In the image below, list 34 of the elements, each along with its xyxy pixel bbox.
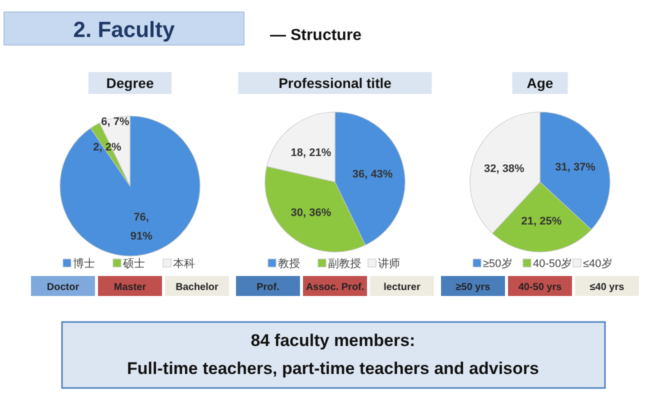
text: 40-50 yrs <box>518 282 562 293</box>
legend-label: ≥50岁 <box>483 258 512 270</box>
data-label: 21, 25% <box>521 215 562 228</box>
text: ≤40 yrs <box>590 282 625 293</box>
data-label: 76, 91% <box>130 212 153 242</box>
text: ≥50 yrs <box>456 282 491 293</box>
legend-label: 硕士 <box>122 257 145 270</box>
legend-label: 40-50岁 <box>533 258 572 270</box>
legend-label: 本科 <box>173 257 195 270</box>
text: lecturer <box>384 282 420 293</box>
legend-label: 博士 <box>73 257 95 270</box>
data-label: 36, 43% <box>352 168 393 180</box>
data-label: 30, 36% <box>290 207 332 220</box>
chart-title: Age <box>526 75 554 91</box>
legend-label: 讲师 <box>378 257 400 270</box>
chart-title: Professional title <box>278 75 392 91</box>
legend-label: ≤40岁 <box>583 258 612 270</box>
text: Assoc. Prof. <box>306 282 364 293</box>
text: 2. Faculty <box>73 17 176 42</box>
text: Prof. <box>256 282 280 293</box>
legend-label: 教授 <box>278 258 300 270</box>
data-label: 31, 37% <box>555 162 596 174</box>
text: Master <box>114 282 146 293</box>
text: 84 faculty members: <box>250 331 416 350</box>
legend-label: 副教授 <box>328 258 361 270</box>
data-label: 18, 21% <box>290 146 332 159</box>
chart-title: Degree <box>106 75 154 91</box>
text: — Structure <box>270 27 362 44</box>
data-label: 6, 7% <box>101 116 130 128</box>
data-label: 32, 38% <box>484 162 525 175</box>
text: Full-time teachers, part-time teachers and advisors <box>127 359 539 378</box>
text: Bachelor <box>176 282 219 293</box>
text: Doctor <box>46 282 80 293</box>
pie-slice <box>60 116 200 256</box>
